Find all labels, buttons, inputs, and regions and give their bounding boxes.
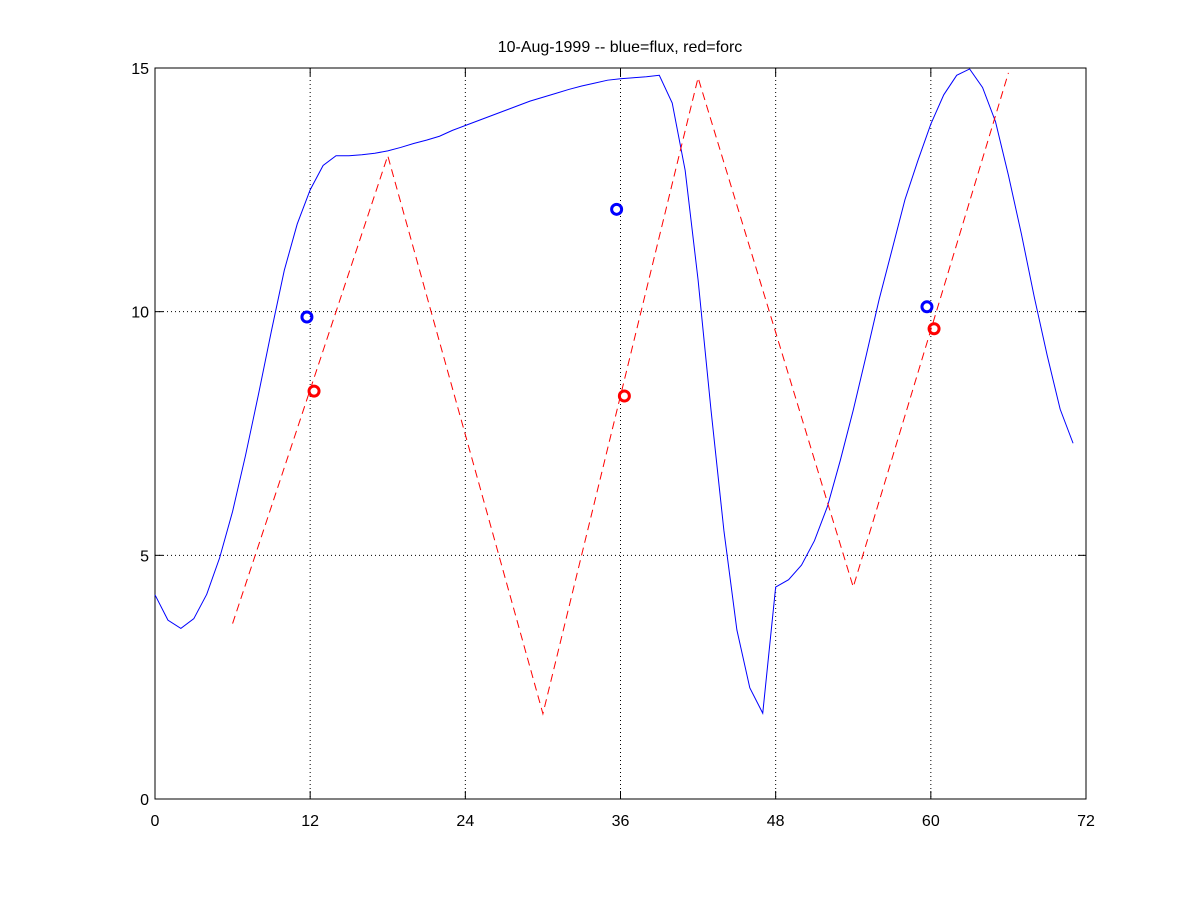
data-point: [610, 202, 624, 216]
data-point: [920, 300, 934, 314]
y-tick-label: 15: [131, 61, 149, 78]
x-tick-label: 72: [1077, 813, 1095, 830]
y-tick-label: 5: [140, 548, 149, 565]
data-point: [617, 389, 631, 403]
x-tick-label: 48: [767, 813, 785, 830]
x-tick-label: 60: [922, 813, 940, 830]
data-line: [154, 68, 1074, 715]
y-tick-label: 10: [131, 305, 149, 322]
x-tick-label: 12: [301, 813, 319, 830]
data-point: [300, 310, 314, 324]
chart-title: 10-Aug-1999 -- blue=flux, red=forc: [498, 39, 743, 56]
y-tick-label: 0: [140, 792, 149, 809]
data-point: [927, 322, 941, 336]
x-tick-label: 0: [151, 813, 160, 830]
axes-box: [154, 67, 1087, 800]
x-tick-label: 24: [456, 813, 474, 830]
x-tick-label: 36: [612, 813, 630, 830]
data-point: [307, 384, 321, 398]
data-line: [232, 72, 1009, 716]
